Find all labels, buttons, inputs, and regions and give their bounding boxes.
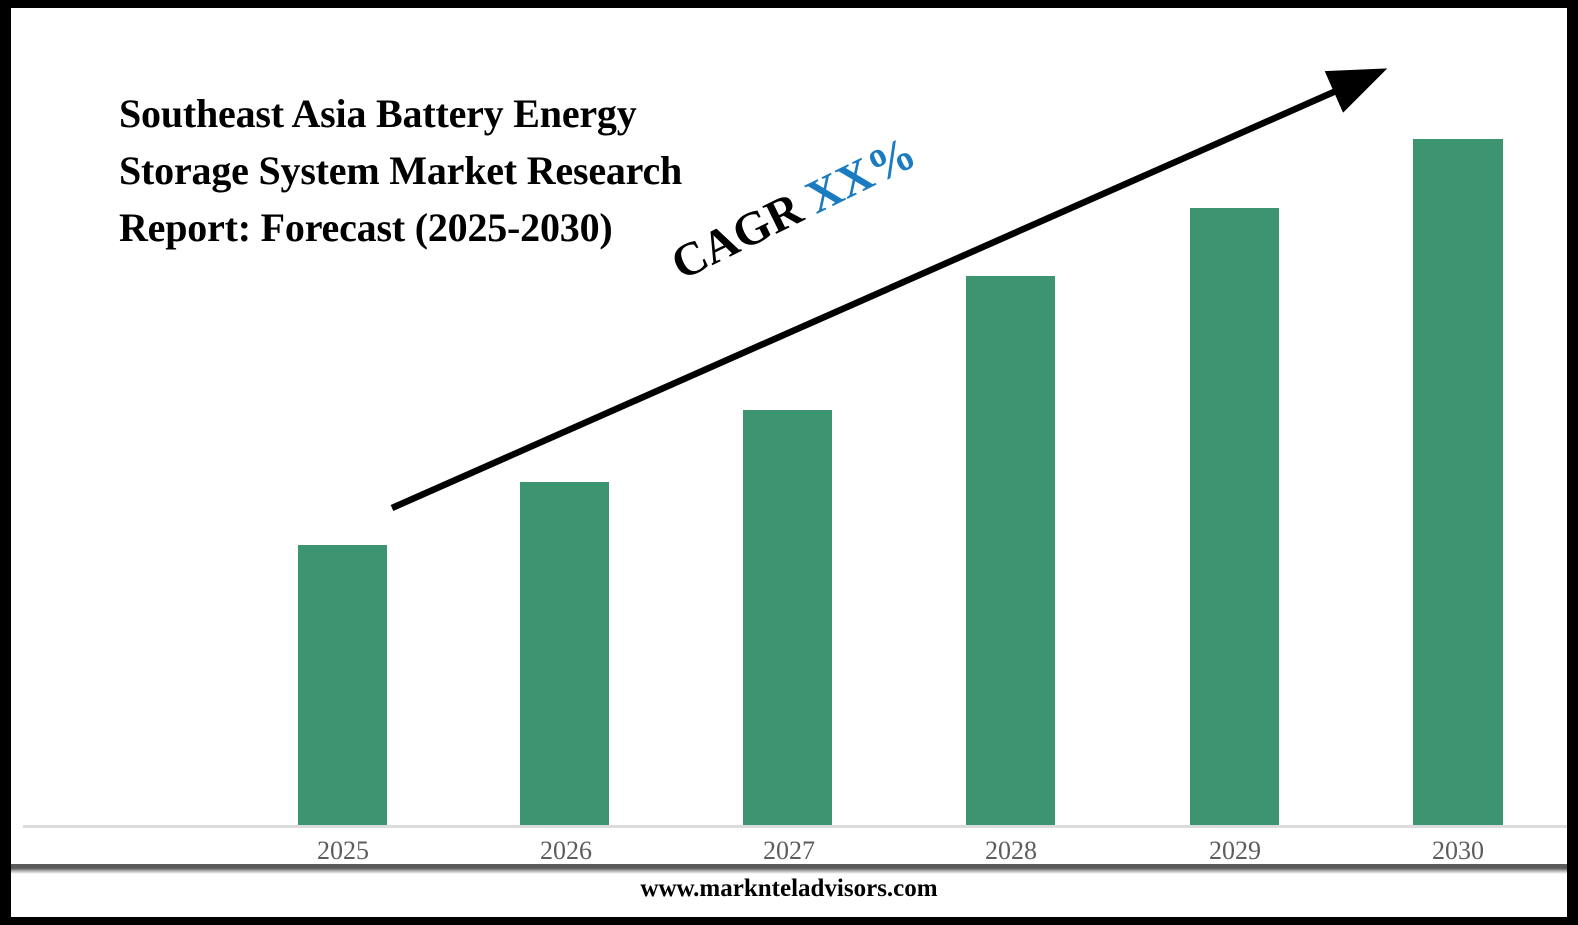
x-tick-label-2027: 2027 xyxy=(763,836,815,865)
figure-border-bottom xyxy=(0,917,1578,925)
x-tick-label-2028: 2028 xyxy=(985,836,1037,865)
footer-divider xyxy=(11,864,1567,874)
figure-border-top xyxy=(0,0,1578,8)
x-tick-label-2025: 2025 xyxy=(317,836,369,865)
x-tick-label-2030: 2030 xyxy=(1432,836,1484,865)
x-axis-line xyxy=(23,825,1567,828)
figure-border-right xyxy=(1567,0,1578,925)
bar-2025 xyxy=(298,545,387,825)
watermark-text: www.marknteladvisors.com xyxy=(640,875,938,902)
chart-canvas: CAGR XX% Southeast Asia Battery Energy S… xyxy=(11,8,1567,917)
bar-2026 xyxy=(520,482,609,825)
page-title: Southeast Asia Battery Energy Storage Sy… xyxy=(119,91,683,250)
bar-2030 xyxy=(1413,139,1503,825)
x-axis-tick-labels: 2025 2026 2027 2028 2029 2030 xyxy=(11,830,1567,874)
figure-border-left xyxy=(0,0,11,925)
bar-2027 xyxy=(743,410,832,825)
bar-2028 xyxy=(966,276,1055,825)
bar-2029 xyxy=(1190,208,1279,825)
x-tick-label-2026: 2026 xyxy=(540,836,592,865)
x-tick-label-2029: 2029 xyxy=(1209,836,1261,865)
